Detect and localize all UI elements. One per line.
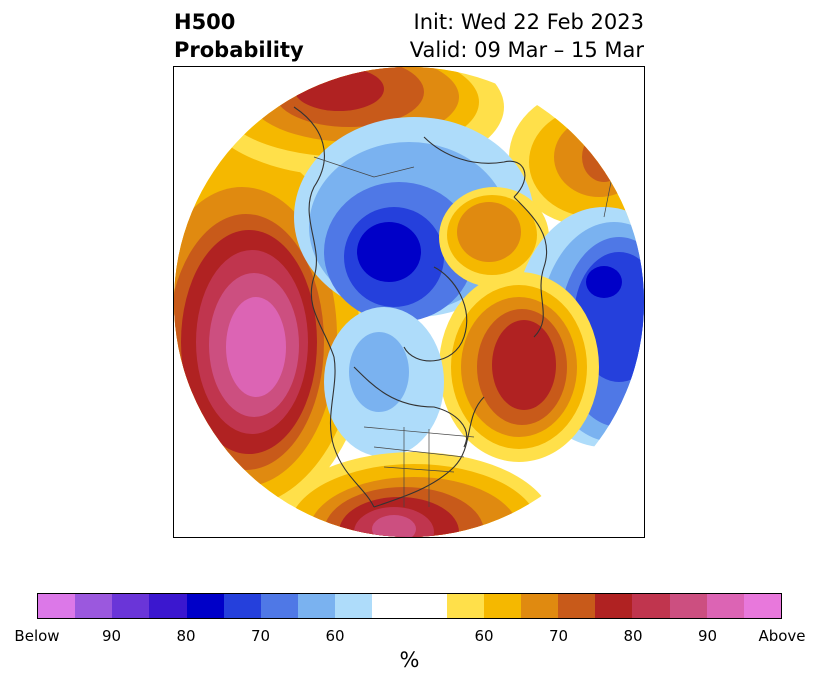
colorbar-segment <box>558 594 596 618</box>
colorbar-segment <box>521 594 559 618</box>
colorbar-segment <box>632 594 670 618</box>
colorbar-segment <box>335 594 373 618</box>
title-variable: H500 <box>174 10 236 34</box>
anomaly-southeast-us-above <box>274 452 554 537</box>
anomaly-atlantic-above <box>439 272 599 462</box>
colorbar-tick-label: Above <box>758 627 806 645</box>
colorbar-label: % <box>399 648 420 672</box>
colorbar-tick-label: 90 <box>697 627 718 645</box>
colorbar-segment <box>706 594 744 618</box>
init-date: Init: Wed 22 Feb 2023 <box>413 10 644 34</box>
colorbar-tick-label: 80 <box>176 627 196 645</box>
colorbar-tick-label: 70 <box>548 627 569 645</box>
colorbar-segment <box>669 594 707 618</box>
colorbar-tick-label: 60 <box>325 627 345 645</box>
colorbar-tick-label: 80 <box>623 627 643 645</box>
colorbar-segment <box>298 594 336 618</box>
coastlines <box>293 106 548 508</box>
colorbar-tick-label: 90 <box>101 627 122 645</box>
title-type: Probability <box>174 38 304 62</box>
colorbar-segment <box>38 594 76 618</box>
colorbar-segment <box>112 594 150 618</box>
colorbar-tick-labels: Below 90 80 70 60 60 70 80 90 Above <box>14 627 805 647</box>
colorbar-tick-label: 60 <box>474 627 494 645</box>
colorbar-segment <box>149 594 187 618</box>
colorbar-segment <box>223 594 261 618</box>
anomaly-canada-below <box>324 307 444 457</box>
colorbar-tick-label: Below <box>14 627 60 645</box>
anomaly-central-above <box>439 187 549 287</box>
colorbar-segment <box>75 594 113 618</box>
map-panel <box>173 66 645 538</box>
colorbar-segment <box>260 594 299 618</box>
colorbar-segment <box>446 594 484 618</box>
colorbar-segment <box>743 594 782 618</box>
chart-title-right: Init: Wed 22 Feb 2023 Valid: 09 Mar – 15… <box>410 8 644 64</box>
valid-range: Valid: 09 Mar – 15 Mar <box>409 38 644 62</box>
colorbar-segment <box>595 594 633 618</box>
colorbar <box>37 593 782 619</box>
colorbar-segment <box>372 594 447 618</box>
colorbar-tick-label: 70 <box>250 627 271 645</box>
chart-title-left: H500 Probability <box>174 8 304 64</box>
probability-field <box>174 67 644 537</box>
colorbar-segment <box>483 594 522 618</box>
colorbar-segment <box>186 594 224 618</box>
probability-map <box>174 67 644 537</box>
